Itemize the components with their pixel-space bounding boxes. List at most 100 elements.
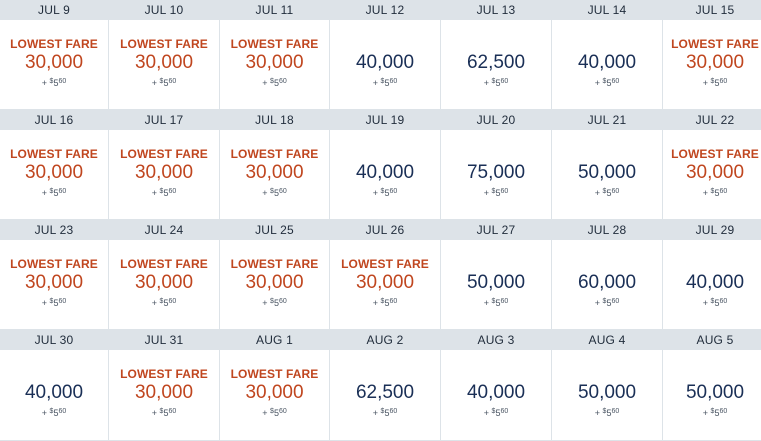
day-date: JUL 12 bbox=[330, 0, 440, 20]
day-cell-jul-12[interactable]: JUL 12 40,000 + $560 bbox=[330, 0, 440, 110]
day-body: 60,000 + $560 bbox=[552, 240, 662, 329]
lowest-fare-label: LOWEST FARE bbox=[120, 146, 208, 161]
fee-cents: 60 bbox=[611, 187, 620, 195]
fee-plus-sign: + bbox=[372, 187, 379, 198]
day-cell-jul-18[interactable]: JUL 18 LOWEST FARE 30,000 + $560 bbox=[220, 110, 329, 220]
fee-plus-sign: + bbox=[483, 408, 490, 418]
fee-cents: 60 bbox=[168, 187, 177, 195]
fee-currency: $ bbox=[602, 187, 607, 195]
day-cell-jul-19[interactable]: JUL 19 40,000 + $560 bbox=[330, 110, 440, 220]
fee-cents: 60 bbox=[278, 187, 287, 195]
miles-price: 50,000 bbox=[577, 161, 637, 183]
day-cell-jul-17[interactable]: JUL 17 LOWEST FARE 30,000 + $560 bbox=[109, 110, 219, 220]
day-body: LOWEST FARE 30,000 + $560 bbox=[0, 130, 108, 219]
fee-amount: + $560 bbox=[262, 296, 287, 309]
fee-whole: 5 bbox=[163, 297, 169, 308]
day-body: 50,000 + $560 bbox=[552, 350, 662, 440]
lowest-fare-label: LOWEST FARE bbox=[671, 146, 759, 161]
day-cell-jul-9[interactable]: JUL 9 LOWEST FARE 30,000 + $560 bbox=[0, 0, 108, 110]
miles-price: 40,000 bbox=[355, 161, 415, 183]
lowest-fare-label: LOWEST FARE bbox=[341, 256, 429, 271]
day-date: JUL 27 bbox=[441, 220, 551, 240]
fee-whole: 5 bbox=[384, 408, 390, 418]
fee-amount: + $560 bbox=[152, 76, 177, 89]
day-cell-aug-4[interactable]: AUG 4 50,000 + $560 bbox=[552, 330, 662, 441]
day-cell-jul-15[interactable]: JUL 15 LOWEST FARE 30,000 + $560 bbox=[663, 0, 761, 110]
fee-whole: 5 bbox=[606, 77, 612, 88]
fee-amount: + $560 bbox=[595, 186, 620, 199]
day-body: 40,000 + $560 bbox=[330, 130, 440, 219]
lowest-fare-label: LOWEST FARE bbox=[120, 367, 208, 381]
day-body: LOWEST FARE 30,000 + $560 bbox=[109, 20, 219, 109]
fee-currency: $ bbox=[710, 187, 715, 195]
fee-currency: $ bbox=[380, 408, 385, 415]
day-cell-aug-2[interactable]: AUG 2 62,500 + $560 bbox=[330, 330, 440, 441]
miles-price: 62,500 bbox=[466, 51, 526, 73]
fee-whole: 5 bbox=[495, 297, 501, 308]
fee-whole: 5 bbox=[273, 77, 279, 88]
day-cell-jul-23[interactable]: JUL 23 LOWEST FARE 30,000 + $560 bbox=[0, 220, 108, 330]
day-cell-aug-3[interactable]: AUG 3 40,000 + $560 bbox=[441, 330, 551, 441]
day-cell-jul-31[interactable]: JUL 31 LOWEST FARE 30,000 + $560 bbox=[109, 330, 219, 441]
fee-whole: 5 bbox=[495, 408, 501, 418]
day-body: LOWEST FARE 30,000 + $560 bbox=[220, 240, 329, 329]
day-cell-jul-29[interactable]: JUL 29 40,000 + $560 bbox=[663, 220, 761, 330]
fee-amount: + $560 bbox=[703, 406, 728, 419]
day-date: JUL 20 bbox=[441, 110, 551, 130]
day-cell-jul-21[interactable]: JUL 21 50,000 + $560 bbox=[552, 110, 662, 220]
day-body: 40,000 + $560 bbox=[0, 350, 108, 440]
day-cell-jul-22[interactable]: JUL 22 LOWEST FARE 30,000 + $560 bbox=[663, 110, 761, 220]
fee-currency: $ bbox=[491, 297, 496, 305]
fee-whole: 5 bbox=[53, 77, 59, 88]
day-cell-jul-13[interactable]: JUL 13 62,500 + $560 bbox=[441, 0, 551, 110]
fee-currency: $ bbox=[49, 408, 54, 415]
fee-currency: $ bbox=[159, 77, 164, 85]
fee-cents: 60 bbox=[389, 187, 398, 195]
fee-amount: + $560 bbox=[262, 76, 287, 89]
day-cell-jul-16[interactable]: JUL 16 LOWEST FARE 30,000 + $560 bbox=[0, 110, 108, 220]
miles-price: 40,000 bbox=[24, 382, 84, 403]
day-cell-jul-26[interactable]: JUL 26 LOWEST FARE 30,000 + $560 bbox=[330, 220, 440, 330]
day-cell-jul-10[interactable]: JUL 10 LOWEST FARE 30,000 + $560 bbox=[109, 0, 219, 110]
day-cell-jul-30[interactable]: JUL 30 40,000 + $560 bbox=[0, 330, 108, 441]
day-body: LOWEST FARE 30,000 + $560 bbox=[109, 130, 219, 219]
fee-plus-sign: + bbox=[262, 408, 268, 418]
fee-amount: + $560 bbox=[152, 186, 177, 199]
day-date: JUL 14 bbox=[552, 0, 662, 20]
fee-plus-sign: + bbox=[594, 77, 601, 88]
fee-whole: 5 bbox=[714, 408, 720, 418]
day-cell-jul-11[interactable]: JUL 11 LOWEST FARE 30,000 + $560 bbox=[220, 0, 329, 110]
miles-price: 30,000 bbox=[355, 271, 415, 293]
day-body: LOWEST FARE 30,000 + $560 bbox=[109, 350, 219, 440]
fee-currency: $ bbox=[49, 187, 54, 195]
day-body: 40,000 + $560 bbox=[663, 240, 761, 329]
miles-price: 30,000 bbox=[245, 271, 304, 293]
day-date: AUG 4 bbox=[552, 330, 662, 350]
day-cell-jul-27[interactable]: JUL 27 50,000 + $560 bbox=[441, 220, 551, 330]
day-date: JUL 18 bbox=[220, 110, 329, 130]
fee-currency: $ bbox=[602, 297, 607, 305]
day-cell-jul-25[interactable]: JUL 25 LOWEST FARE 30,000 + $560 bbox=[220, 220, 329, 330]
fee-amount: + $560 bbox=[262, 186, 287, 199]
day-date: JUL 15 bbox=[663, 0, 761, 20]
day-cell-jul-24[interactable]: JUL 24 LOWEST FARE 30,000 + $560 bbox=[109, 220, 219, 330]
day-cell-jul-20[interactable]: JUL 20 75,000 + $560 bbox=[441, 110, 551, 220]
day-date: JUL 24 bbox=[109, 220, 219, 240]
day-cell-aug-5[interactable]: AUG 5 50,000 + $560 bbox=[663, 330, 761, 441]
fee-plus-sign: + bbox=[372, 408, 379, 418]
day-date: JUL 28 bbox=[552, 220, 662, 240]
day-cell-aug-1[interactable]: AUG 1 LOWEST FARE 30,000 + $560 bbox=[220, 330, 329, 441]
fee-cents: 60 bbox=[611, 77, 620, 85]
fee-amount: + $560 bbox=[484, 186, 509, 199]
fee-amount: + $560 bbox=[484, 406, 509, 419]
fee-plus-sign: + bbox=[151, 77, 158, 88]
day-body: LOWEST FARE 30,000 + $560 bbox=[663, 20, 761, 109]
miles-price: 40,000 bbox=[685, 271, 745, 293]
lowest-fare-label: LOWEST FARE bbox=[671, 36, 759, 51]
miles-price: 30,000 bbox=[685, 161, 745, 183]
day-cell-jul-28[interactable]: JUL 28 60,000 + $560 bbox=[552, 220, 662, 330]
lowest-fare-label: LOWEST FARE bbox=[10, 36, 98, 51]
fee-currency: $ bbox=[270, 187, 274, 195]
miles-price: 40,000 bbox=[577, 51, 637, 73]
day-cell-jul-14[interactable]: JUL 14 40,000 + $560 bbox=[552, 0, 662, 110]
